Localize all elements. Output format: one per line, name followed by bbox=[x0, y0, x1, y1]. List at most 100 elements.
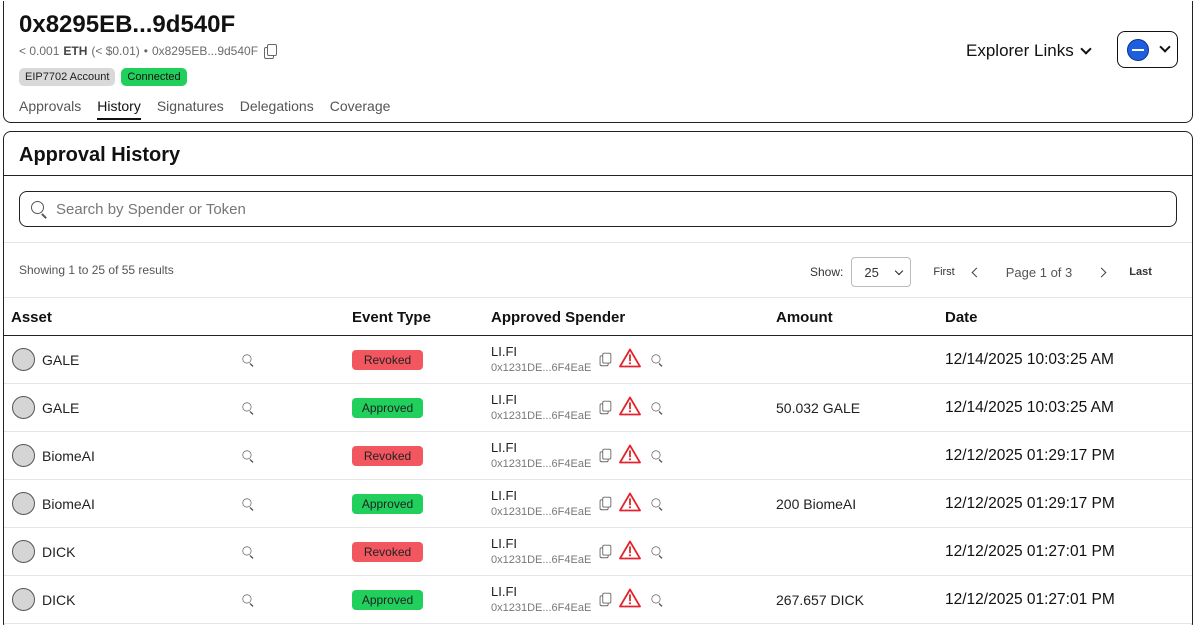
event-type-badge: Approved bbox=[352, 494, 423, 514]
divider bbox=[4, 297, 1192, 298]
event-date: 12/14/2025 10:03:25 AM bbox=[945, 351, 1114, 368]
event-type-badge: Revoked bbox=[352, 446, 423, 466]
warning-icon[interactable] bbox=[619, 540, 641, 560]
search-icon[interactable] bbox=[242, 498, 255, 511]
table-row: BiomeAI Approved LI.FI 0x1231DE...6F4EaE… bbox=[4, 480, 1192, 528]
asset-name[interactable]: DICK bbox=[42, 544, 76, 560]
event-date: 12/14/2025 10:03:25 AM bbox=[945, 399, 1114, 416]
spender-address[interactable]: 0x1231DE...6F4EaE bbox=[491, 506, 592, 518]
copy-icon[interactable] bbox=[599, 544, 612, 559]
warning-icon[interactable] bbox=[619, 348, 641, 368]
connection-status-badge: Connected bbox=[121, 68, 187, 86]
search-icon[interactable] bbox=[242, 450, 255, 463]
table-row: GALE Revoked LI.FI 0x1231DE...6F4EaE 12/… bbox=[4, 336, 1192, 384]
search-icon[interactable] bbox=[651, 402, 664, 415]
spender-name[interactable]: LI.FI bbox=[491, 344, 518, 359]
network-selector-button[interactable] bbox=[1117, 31, 1178, 68]
table-body: GALE Revoked LI.FI 0x1231DE...6F4EaE 12/… bbox=[4, 336, 1192, 624]
copy-icon[interactable] bbox=[599, 592, 612, 607]
balance-line: < 0.001 ETH (< $0.01) • 0x8295EB...9d540… bbox=[19, 44, 278, 59]
column-header-asset[interactable]: Asset bbox=[11, 309, 52, 326]
balance-unit: ETH bbox=[63, 44, 88, 58]
balance-amount: < 0.001 bbox=[19, 44, 60, 58]
asset-name[interactable]: BiomeAI bbox=[42, 496, 95, 512]
search-icon[interactable] bbox=[242, 546, 255, 559]
warning-icon[interactable] bbox=[619, 588, 641, 608]
token-icon bbox=[12, 492, 35, 515]
divider bbox=[4, 175, 1192, 176]
table-row: DICK Approved LI.FI 0x1231DE...6F4EaE 26… bbox=[4, 576, 1192, 624]
column-header-event-type[interactable]: Event Type bbox=[352, 309, 431, 326]
explorer-links-dropdown[interactable]: Explorer Links bbox=[966, 41, 1092, 61]
card-title: Approval History bbox=[19, 144, 181, 166]
page-size-label: Show: bbox=[810, 265, 844, 279]
copy-icon[interactable] bbox=[264, 44, 278, 59]
search-icon[interactable] bbox=[651, 450, 664, 463]
copy-icon[interactable] bbox=[599, 448, 612, 463]
search-icon[interactable] bbox=[242, 594, 255, 607]
first-page-button[interactable]: First bbox=[933, 266, 955, 278]
warning-icon[interactable] bbox=[619, 492, 641, 512]
spender-address[interactable]: 0x1231DE...6F4EaE bbox=[491, 602, 592, 614]
column-header-approved-spender[interactable]: Approved Spender bbox=[491, 309, 626, 326]
tab-history[interactable]: History bbox=[97, 98, 141, 120]
search-box[interactable] bbox=[19, 191, 1177, 227]
copy-icon[interactable] bbox=[599, 352, 612, 367]
results-count: Showing 1 to 25 of 55 results bbox=[19, 263, 174, 277]
token-icon bbox=[12, 540, 35, 563]
tab-approvals[interactable]: Approvals bbox=[19, 98, 82, 114]
spender-address[interactable]: 0x1231DE...6F4EaE bbox=[491, 554, 592, 566]
token-icon bbox=[12, 588, 35, 611]
chevron-down-icon bbox=[1158, 41, 1171, 53]
search-icon[interactable] bbox=[651, 498, 664, 511]
asset-name[interactable]: BiomeAI bbox=[42, 448, 95, 464]
token-icon bbox=[12, 348, 35, 371]
event-date: 12/12/2025 01:27:01 PM bbox=[945, 543, 1115, 560]
tab-delegations[interactable]: Delegations bbox=[239, 98, 314, 114]
search-input[interactable] bbox=[56, 200, 1156, 218]
spender-address[interactable]: 0x1231DE...6F4EaE bbox=[491, 362, 592, 374]
warning-icon[interactable] bbox=[619, 396, 641, 416]
spender-address[interactable]: 0x1231DE...6F4EaE bbox=[491, 458, 592, 470]
search-icon[interactable] bbox=[651, 354, 664, 367]
column-header-date[interactable]: Date bbox=[945, 309, 978, 326]
copy-icon[interactable] bbox=[599, 400, 612, 415]
event-date: 12/12/2025 01:29:17 PM bbox=[945, 495, 1115, 512]
column-header-amount[interactable]: Amount bbox=[776, 309, 833, 326]
search-icon[interactable] bbox=[242, 402, 255, 415]
search-icon[interactable] bbox=[242, 354, 255, 367]
table-header: Asset Event Type Approved Spender Amount… bbox=[4, 298, 1192, 336]
event-date: 12/12/2025 01:29:17 PM bbox=[945, 447, 1115, 464]
event-date: 12/12/2025 01:27:01 PM bbox=[945, 591, 1115, 608]
last-page-button[interactable]: Last bbox=[1129, 266, 1152, 278]
spender-name[interactable]: LI.FI bbox=[491, 488, 518, 503]
token-icon bbox=[12, 444, 35, 467]
prev-page-icon[interactable] bbox=[971, 267, 982, 277]
event-type-badge: Approved bbox=[352, 398, 423, 418]
spender-name[interactable]: LI.FI bbox=[491, 440, 518, 455]
asset-name[interactable]: GALE bbox=[42, 352, 80, 368]
spender-name[interactable]: LI.FI bbox=[491, 584, 518, 599]
asset-name[interactable]: GALE bbox=[42, 400, 80, 416]
spender-name[interactable]: LI.FI bbox=[491, 536, 518, 551]
divider bbox=[4, 242, 1192, 243]
tab-coverage[interactable]: Coverage bbox=[329, 98, 391, 114]
event-type-badge: Approved bbox=[352, 590, 423, 610]
search-icon[interactable] bbox=[651, 594, 664, 607]
spender-name[interactable]: LI.FI bbox=[491, 392, 518, 407]
search-icon[interactable] bbox=[651, 546, 664, 559]
chevron-down-icon bbox=[895, 266, 904, 275]
page-size-select[interactable]: 25 bbox=[851, 257, 912, 287]
table-row: BiomeAI Revoked LI.FI 0x1231DE...6F4EaE … bbox=[4, 432, 1192, 480]
table-row: GALE Approved LI.FI 0x1231DE...6F4EaE 50… bbox=[4, 384, 1192, 432]
tab-signatures[interactable]: Signatures bbox=[156, 98, 224, 114]
token-icon bbox=[12, 396, 35, 419]
account-tabs: Approvals History Signatures Delegations… bbox=[19, 98, 390, 120]
copy-icon[interactable] bbox=[599, 496, 612, 511]
account-badges: EIP7702 Account Connected bbox=[19, 68, 187, 86]
warning-icon[interactable] bbox=[619, 444, 641, 464]
balance-separator: • bbox=[143, 44, 148, 58]
spender-address[interactable]: 0x1231DE...6F4EaE bbox=[491, 410, 592, 422]
asset-name[interactable]: DICK bbox=[42, 592, 76, 608]
next-page-icon[interactable] bbox=[1096, 267, 1107, 277]
